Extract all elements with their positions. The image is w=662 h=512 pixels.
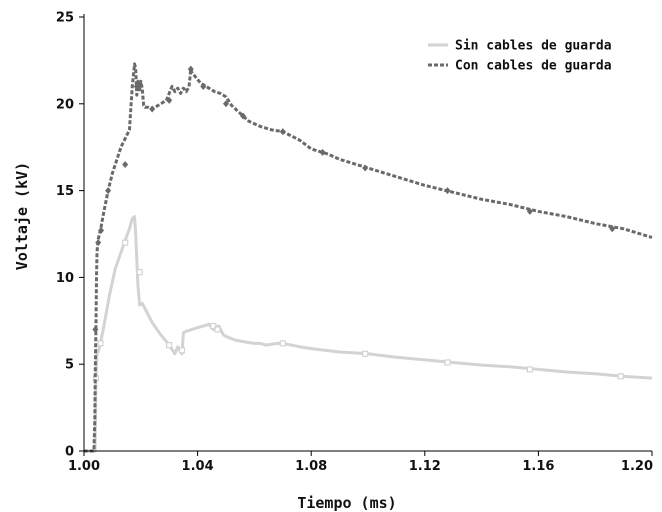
series-marker — [214, 326, 221, 333]
legend-label-1: Sin cables de guarda — [455, 39, 612, 54]
x-tick-label: 1.20 — [621, 459, 653, 474]
series-marker — [617, 373, 624, 380]
y-tick-label: 25 — [56, 11, 74, 26]
series-marker — [105, 187, 112, 195]
series-marker — [149, 105, 156, 113]
y-tick-label: 0 — [65, 445, 74, 460]
x-tick-label: 1.00 — [68, 459, 100, 474]
x-axis-title: Tiempo (ms) — [297, 494, 396, 512]
series-marker — [279, 340, 286, 347]
x-tick-label: 1.12 — [409, 459, 441, 474]
tick-marks: 0 5 10 15 20 25 1.00 1.04 1.08 1.12 1.16 1.20 — [56, 11, 653, 475]
series-marker — [166, 96, 173, 104]
series-marker — [97, 340, 104, 347]
series-marker — [200, 82, 207, 90]
series-marker — [362, 164, 369, 172]
series-marker — [526, 207, 533, 215]
series-marker — [609, 225, 616, 233]
series-marker — [98, 227, 105, 235]
series-marker — [122, 161, 129, 169]
y-tick-label: 15 — [56, 184, 74, 199]
series-marker — [95, 239, 102, 247]
series-marker — [240, 112, 247, 120]
series-marker — [319, 148, 326, 156]
plot-area — [84, 17, 652, 451]
y-tick-label: 10 — [56, 271, 74, 286]
series-line-2 — [83, 62, 653, 453]
x-tick-label: 1.04 — [182, 459, 214, 474]
series-marker — [187, 65, 194, 73]
series-marker — [136, 269, 143, 276]
series-marker — [133, 82, 140, 90]
series-layer — [83, 62, 653, 453]
axes — [83, 14, 652, 452]
series-line-1 — [83, 215, 653, 453]
y-axis-title: Voltaje (kV) — [13, 162, 31, 270]
series-marker — [178, 347, 186, 354]
x-tick-label: 1.16 — [522, 459, 554, 474]
series-marker — [210, 322, 217, 330]
legend-label-2: Con cables de guarda — [455, 59, 612, 74]
x-tick-label: 1.08 — [295, 459, 327, 474]
series-marker — [122, 239, 129, 246]
y-tick-label: 20 — [56, 97, 74, 112]
series-marker — [362, 350, 369, 357]
plot-background — [84, 17, 652, 451]
series-marker — [279, 128, 286, 136]
series-marker — [92, 325, 99, 333]
y-tick-label: 5 — [65, 358, 74, 373]
series-marker — [166, 342, 173, 349]
series-marker — [444, 187, 451, 195]
series-marker — [223, 100, 229, 108]
legend: Sin cables de guarda Con cables de guarda — [428, 39, 612, 74]
series-marker — [444, 359, 451, 366]
series-marker — [526, 366, 533, 373]
